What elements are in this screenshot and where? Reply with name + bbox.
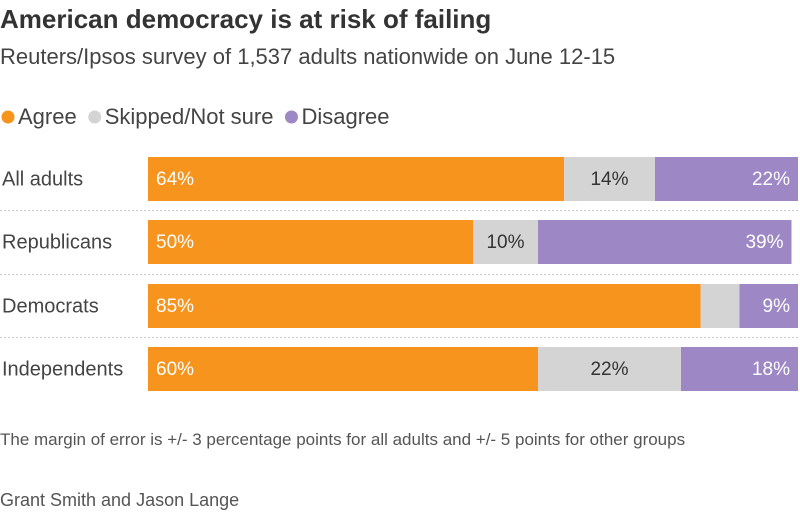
legend-label: Agree <box>18 104 77 129</box>
value-label: 39% <box>745 232 783 253</box>
value-label: 14% <box>590 169 628 190</box>
bar-segment <box>148 157 564 201</box>
chart-subtitle: Reuters/Ipsos survey of 1,537 adults nat… <box>0 44 616 69</box>
bar-segment <box>148 220 473 264</box>
value-label: 22% <box>590 359 628 380</box>
bar-segment <box>681 347 798 391</box>
category-label: All adults <box>2 168 83 190</box>
legend-label: Skipped/Not sure <box>105 104 274 129</box>
chart: Agree Skipped/Not sure Disagree All adults 6… <box>0 104 800 391</box>
bar-segment <box>148 284 701 328</box>
value-label: 18% <box>752 359 790 380</box>
category-label: Independents <box>2 358 123 380</box>
category-label: Democrats <box>2 295 99 317</box>
legend-swatch <box>1 110 15 124</box>
bar-segment <box>538 220 792 264</box>
source: Grant Smith and Jason Lange <box>0 490 240 510</box>
value-label: 60% <box>156 359 194 380</box>
bar-segment <box>700 284 740 328</box>
value-label: 85% <box>156 296 194 317</box>
value-label: 22% <box>752 169 790 190</box>
bar-segment <box>655 157 798 201</box>
bar-segment <box>538 347 681 391</box>
value-label: 10% <box>486 232 524 253</box>
value-label: 50% <box>156 232 194 253</box>
bar-segment <box>473 220 538 264</box>
chart-title: American democracy is at risk of failing <box>0 4 492 34</box>
legend-label: Disagree <box>301 104 389 129</box>
note: The margin of error is +/- 3 percentage … <box>0 430 686 449</box>
legend-swatch <box>284 110 298 124</box>
bar-segment <box>564 157 655 201</box>
bar-segment <box>148 347 538 391</box>
bar-segment <box>739 284 798 328</box>
category-label: Republicans <box>2 231 112 253</box>
value-label: 64% <box>156 169 194 190</box>
value-label: 9% <box>763 296 791 317</box>
legend-swatch <box>88 110 102 124</box>
